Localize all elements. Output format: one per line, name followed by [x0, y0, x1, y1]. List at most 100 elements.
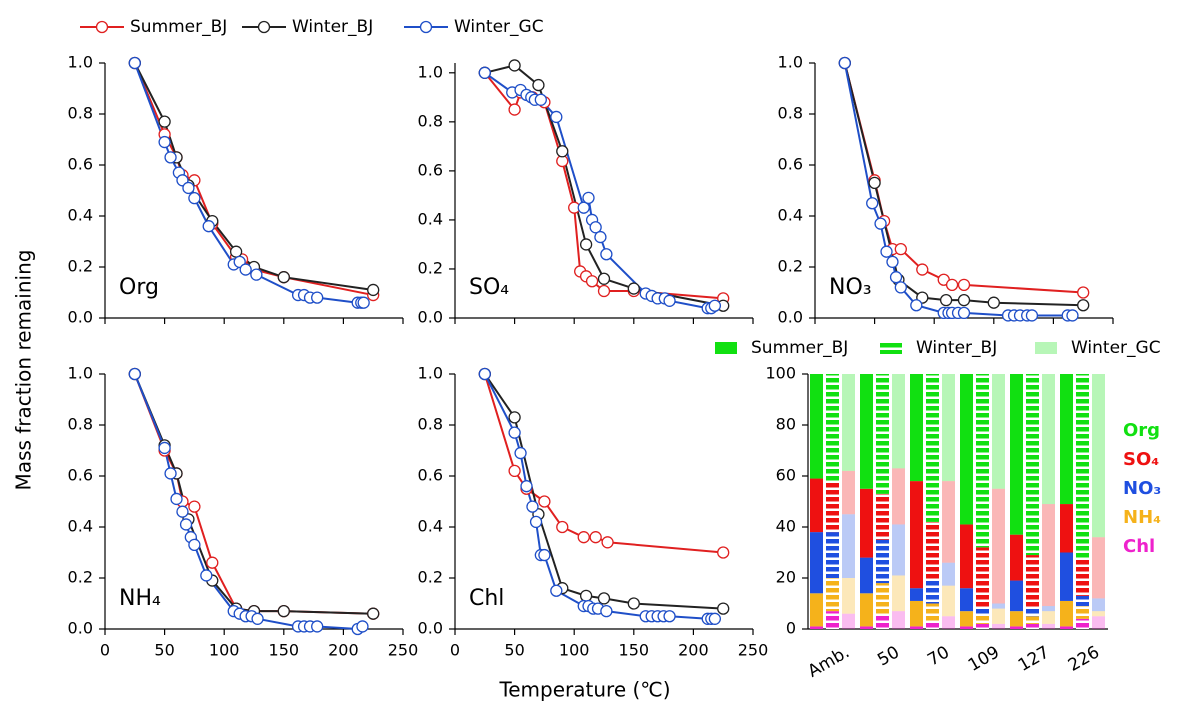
y-tick-label: 0.4 — [418, 209, 443, 228]
bar-segment — [1092, 616, 1105, 629]
data-point — [478, 367, 491, 381]
x-tick-label: 250 — [388, 641, 419, 660]
data-point — [206, 556, 219, 569]
bar-segment — [976, 613, 989, 624]
x-tick-label: 0 — [450, 641, 460, 660]
data-point — [838, 56, 851, 70]
bar-segment — [976, 374, 989, 548]
legend-label: Summer_BJ — [130, 17, 227, 37]
data-point — [916, 263, 929, 276]
bar-segment — [926, 603, 939, 622]
bar-segment — [992, 623, 1005, 629]
bar-segment — [1026, 608, 1039, 617]
data-point — [577, 201, 590, 214]
data-point — [311, 620, 324, 633]
data-point — [589, 531, 602, 544]
bar-segment — [960, 611, 973, 627]
data-point — [589, 221, 602, 234]
data-point — [356, 620, 369, 633]
x-tick-label: 200 — [678, 641, 709, 660]
series-line — [133, 373, 363, 631]
x-tick-label: 70 — [924, 642, 953, 670]
data-point — [597, 592, 611, 605]
data-point — [910, 299, 923, 312]
data-point — [164, 151, 177, 164]
y-tick-label: 0.2 — [418, 568, 443, 587]
data-point — [170, 492, 183, 506]
bar-segment — [910, 374, 923, 482]
bar-segment — [810, 478, 823, 533]
bar-segment — [1076, 606, 1089, 619]
bar-segment — [842, 514, 855, 578]
data-point — [594, 230, 607, 244]
data-point — [229, 245, 243, 258]
bar-segment — [1092, 598, 1105, 612]
data-point — [538, 495, 551, 508]
data-point — [957, 278, 971, 292]
data-point — [182, 181, 195, 195]
data-point — [717, 546, 730, 559]
x-axis-label: Temperature (℃) — [498, 678, 670, 702]
data-point — [717, 602, 730, 615]
series-line — [843, 62, 1073, 317]
series-line — [133, 62, 374, 297]
data-point — [367, 607, 380, 620]
series-line — [484, 72, 724, 300]
bar-segment — [892, 611, 905, 629]
data-point — [239, 263, 252, 276]
series-line — [484, 64, 724, 307]
data-point — [550, 110, 563, 124]
y-tick-label: 0.2 — [778, 257, 803, 276]
data-point — [529, 515, 543, 529]
bar-segment — [1042, 606, 1055, 612]
legend-label: Winter_GC — [1071, 338, 1161, 358]
y-tick-label: 0.4 — [68, 517, 93, 536]
bar-segment — [992, 608, 1005, 624]
x-tick-label: 50 — [154, 641, 174, 660]
legend-swatch — [715, 342, 737, 354]
bar-segment — [810, 593, 823, 627]
data-point — [663, 610, 676, 623]
y-tick-label: 0.6 — [418, 466, 443, 485]
data-point — [585, 275, 599, 288]
data-point — [957, 306, 971, 320]
bar-segment — [1026, 555, 1039, 609]
data-point — [874, 217, 887, 230]
data-point — [1077, 286, 1090, 299]
y-tick-label: 1.0 — [68, 364, 93, 383]
series-line — [483, 373, 724, 610]
series-line — [133, 62, 374, 291]
bar-segment — [842, 470, 855, 515]
y-tick-label: 100 — [765, 364, 796, 383]
x-tick-label: 50 — [504, 641, 524, 660]
data-point — [478, 66, 491, 79]
data-point — [600, 605, 613, 618]
data-point — [1077, 299, 1090, 312]
bar-segment — [810, 626, 823, 629]
bar-segment — [876, 539, 889, 584]
panel-label: NO₃ — [829, 275, 872, 300]
series-line — [133, 373, 374, 615]
data-point — [708, 612, 722, 625]
series-line — [483, 373, 715, 620]
data-point — [597, 284, 611, 298]
data-point — [597, 272, 611, 285]
legend-marker — [257, 20, 271, 34]
data-point — [508, 103, 521, 116]
y-tick-label: 1.0 — [418, 364, 443, 383]
y-axis-label: Mass fraction remaining — [12, 250, 36, 491]
data-point — [520, 480, 533, 493]
x-tick-label: 50 — [874, 642, 903, 670]
y-tick-label: 0 — [786, 619, 796, 638]
legend-swatch — [1035, 342, 1057, 354]
data-point — [538, 548, 551, 562]
data-point — [164, 467, 177, 480]
bar-segment — [976, 623, 989, 629]
x-tick-label: 127 — [1015, 642, 1053, 676]
bar-segment — [926, 521, 939, 581]
legend-label: Winter_BJ — [292, 17, 373, 37]
data-point — [508, 411, 521, 424]
data-point — [582, 191, 595, 205]
data-point — [188, 500, 201, 513]
